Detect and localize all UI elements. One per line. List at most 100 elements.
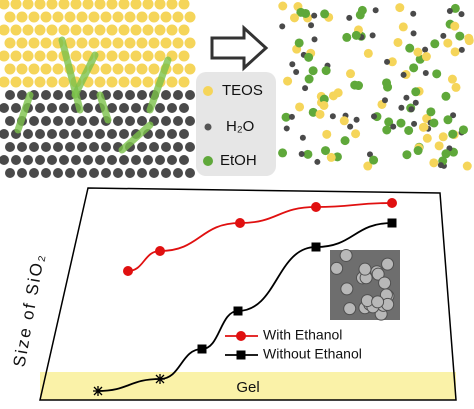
teos-dot [16,63,28,75]
water-dot [161,116,171,126]
water-dot [83,155,93,165]
teos-dot [363,48,373,58]
teos-dot [178,0,190,10]
water-dot [65,168,75,178]
water-dot [83,129,93,139]
water-dot [101,142,111,152]
marker [311,242,321,252]
legend-label: TEOS [222,82,263,99]
teos-dot [4,11,16,23]
water-dot [0,129,9,139]
ethanol-dot [441,149,451,159]
ethanol-dot [308,66,318,76]
teos-dot [130,24,142,36]
water-dot [137,116,147,126]
teos-dot [160,37,172,49]
water-dot [288,113,295,120]
water-dot [59,103,69,113]
teos-dot [0,24,10,36]
teos-dot [118,76,130,88]
ethanol-dot [405,43,415,53]
ethanol-dot [320,9,330,19]
teos-dot [10,50,22,62]
water-dot [89,142,99,152]
teos-dot [462,161,472,171]
legend-marker [236,350,246,360]
teos-dot [100,63,112,75]
water-dot [83,103,93,113]
teos-dot [106,76,118,88]
band-label: Gel [236,379,259,396]
water-dot [47,103,57,113]
teos-dot [64,37,76,49]
water-dot [5,168,15,178]
water-dot [35,129,45,139]
teos-dot [52,63,64,75]
teos-dot [148,63,160,75]
teos-dot [136,63,148,75]
water-dot [119,103,129,113]
teos-dot [0,0,10,10]
ethanol-dot [308,107,318,117]
sphere [343,302,357,316]
teos-dot [70,24,82,36]
water-dot [89,90,99,100]
teos-dot [40,11,52,23]
teos-dot [172,11,184,23]
teos-dot [4,63,16,75]
water-dot [41,116,51,126]
sphere [371,295,385,309]
teos-dot [319,100,329,110]
water-dot [311,36,318,43]
water-dot [185,116,195,126]
legend-label: H₂O [226,118,254,135]
ethanol-streak [118,121,154,154]
water-dot [137,90,147,100]
water-dot [161,90,171,100]
water-dot [179,103,189,113]
teos-dot [148,11,160,23]
ethanol-dot [443,115,453,125]
teos-dot [22,0,34,10]
water-dot [77,116,87,126]
ethanol-dot [432,69,442,79]
y-axis-label: Size of SiO₂ [10,251,49,368]
water-dot [47,129,57,139]
water-dot [353,116,360,123]
teos-dot [88,37,100,49]
teos-dot [16,11,28,23]
water-dot [29,168,39,178]
water-dot [185,90,195,100]
water-dot [314,158,321,165]
teos-dot [130,50,142,62]
gel-band [40,372,456,400]
water-dot [41,90,51,100]
teos-dot [112,37,124,49]
water-dot [125,168,135,178]
teos-dot [443,38,453,48]
water-dot [53,90,63,100]
teos-dot [124,63,136,75]
water-dot [143,155,153,165]
water-dot [161,168,171,178]
water-dot [347,123,354,130]
water-dot [179,129,189,139]
water-dot [125,116,135,126]
teos-dot [22,76,34,88]
water-dot [113,168,123,178]
teos-dot [203,86,213,96]
teos-dot [10,0,22,10]
teos-dot [58,76,70,88]
sem-inset [330,248,400,321]
legend-label: With Ethanol [263,327,342,343]
water-dot [298,150,305,157]
teos-dot [184,63,196,75]
water-dot [302,85,309,92]
ethanol-dot [402,150,412,160]
ethanol-dot [396,118,406,128]
teos-dot [28,63,40,75]
teos-dot [22,50,34,62]
ethanol-dot [278,148,288,158]
water-dot [11,155,21,165]
teos-dot [166,24,178,36]
